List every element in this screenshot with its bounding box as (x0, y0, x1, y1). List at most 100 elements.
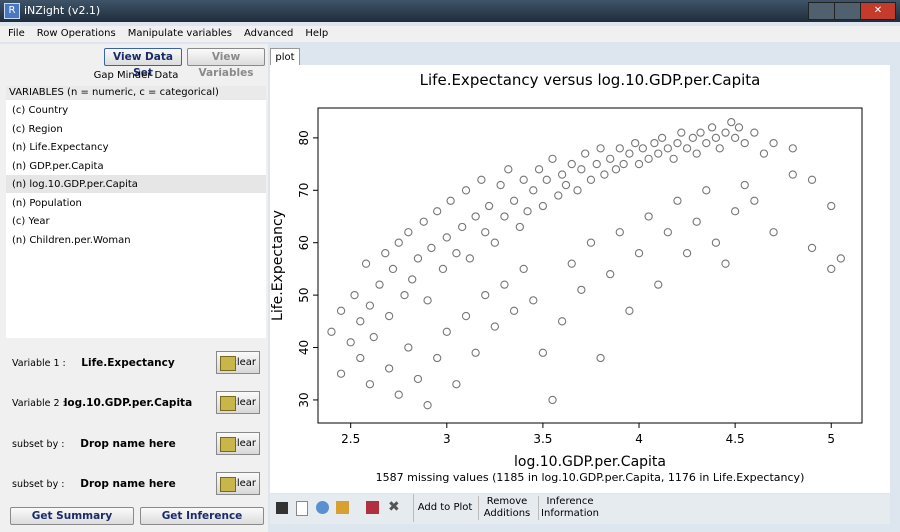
point (423, 296, 432, 305)
point (515, 222, 524, 232)
point (696, 128, 705, 137)
point (538, 348, 548, 357)
clear-button[interactable]: clear (216, 391, 260, 415)
view-variables-button[interactable]: View Variables (187, 48, 265, 79)
point (727, 118, 736, 127)
point (438, 264, 448, 274)
x-tick-label: 3 (443, 432, 451, 446)
x-tick-label: 4 (635, 432, 643, 446)
tool-icon[interactable]: ✖ (388, 499, 400, 515)
variable-item[interactable]: (n) Children.per.Woman (12, 234, 131, 246)
point (663, 144, 673, 153)
menu-item[interactable]: Help (305, 28, 329, 39)
inference-information-button[interactable]: Inference Information (538, 496, 601, 520)
variable-item[interactable]: (n) GDP.per.Capita (12, 160, 104, 172)
variable-item[interactable]: (c) Region (12, 123, 63, 135)
control-label: Variable 2 : (12, 398, 66, 410)
clear-icon (220, 476, 236, 492)
tool-icon[interactable] (276, 502, 288, 514)
tool-icon[interactable] (336, 501, 349, 514)
control-value: Drop name here (80, 477, 176, 490)
left-panel: View Data Set View Variables Gap Minder … (0, 44, 268, 532)
plot-frame (317, 107, 863, 424)
point (654, 149, 663, 158)
title-bar: R iNZight (v2.1) ✕ (0, 0, 900, 22)
variable-item[interactable]: (n) Population (12, 197, 82, 209)
point (381, 249, 390, 258)
point (586, 238, 596, 247)
point (702, 138, 711, 148)
y-tick-label: 40 (297, 340, 311, 355)
point (384, 364, 394, 373)
point (427, 243, 436, 253)
point (692, 149, 701, 158)
variable-item[interactable]: (c) Country (12, 105, 69, 116)
variable-item[interactable]: (n) log.10.GDP.per.Capita (12, 179, 138, 190)
summary-button[interactable]: Get Summary (10, 507, 134, 525)
point (730, 207, 740, 216)
point (400, 290, 409, 300)
point (336, 306, 346, 315)
tool-icon[interactable] (366, 501, 379, 514)
point (336, 369, 346, 378)
point (481, 228, 490, 237)
control-value: Life.Expectancy (81, 357, 175, 369)
point (669, 154, 678, 163)
clear-button[interactable]: clear (216, 431, 260, 455)
point (730, 133, 740, 143)
tool-icon[interactable] (316, 501, 329, 514)
point (615, 144, 624, 153)
point (807, 175, 817, 184)
missing-note: 1587 missing values (1185 in log.10.GDP.… (376, 471, 805, 484)
point (423, 401, 432, 410)
maximize-button[interactable] (834, 2, 862, 20)
variable-item[interactable]: (n) Life.Expectancy (12, 142, 109, 153)
x-axis-label: log.10.GDP.per.Capita (514, 454, 666, 470)
menu-item[interactable]: Advanced (243, 28, 294, 39)
point (500, 212, 509, 221)
menu-item[interactable]: Manipulate variables (127, 28, 232, 39)
clear-button[interactable]: clear (216, 351, 260, 374)
point (577, 165, 586, 174)
point (365, 380, 375, 389)
point (721, 128, 730, 137)
plot-tab[interactable]: plot (270, 48, 300, 66)
close-button[interactable]: ✕ (860, 2, 896, 20)
view-data-button[interactable]: View Data Set (104, 48, 182, 79)
toolbar: ✖ Add to Plot Remove Additions Inference… (270, 494, 890, 524)
point (611, 165, 621, 174)
add-to-plot-button[interactable]: Add to Plot (413, 494, 476, 522)
point (688, 133, 697, 143)
point (413, 254, 423, 263)
point (504, 165, 513, 174)
point (827, 264, 836, 274)
x-tick-label: 3.5 (533, 432, 552, 446)
menu-item[interactable]: Row Operations (36, 28, 116, 39)
inference-button[interactable]: Get Inference (140, 507, 264, 525)
point (509, 306, 519, 315)
point (433, 207, 442, 216)
menu-item[interactable]: File (8, 28, 25, 39)
y-tick-label: 60 (297, 235, 311, 250)
clear-button[interactable]: clear (216, 471, 260, 495)
point (715, 144, 724, 153)
remove-additions-button[interactable]: Remove Additions (478, 496, 535, 520)
variable-list: VARIABLES (n = numeric, c = categorical)… (6, 86, 266, 338)
point (586, 175, 596, 184)
variable-item[interactable]: (c) Year (12, 216, 50, 227)
point (394, 390, 403, 399)
point (634, 249, 644, 258)
x-tick-label: 2.5 (341, 432, 360, 446)
point (548, 154, 557, 163)
plot-background (270, 65, 890, 493)
minimize-button[interactable] (808, 2, 836, 20)
point (365, 301, 375, 310)
tool-icon[interactable] (296, 501, 308, 516)
point (596, 353, 605, 363)
point (625, 306, 634, 315)
point (807, 243, 817, 253)
point (600, 170, 609, 179)
point (519, 264, 528, 274)
point (523, 207, 532, 216)
point (711, 238, 721, 247)
